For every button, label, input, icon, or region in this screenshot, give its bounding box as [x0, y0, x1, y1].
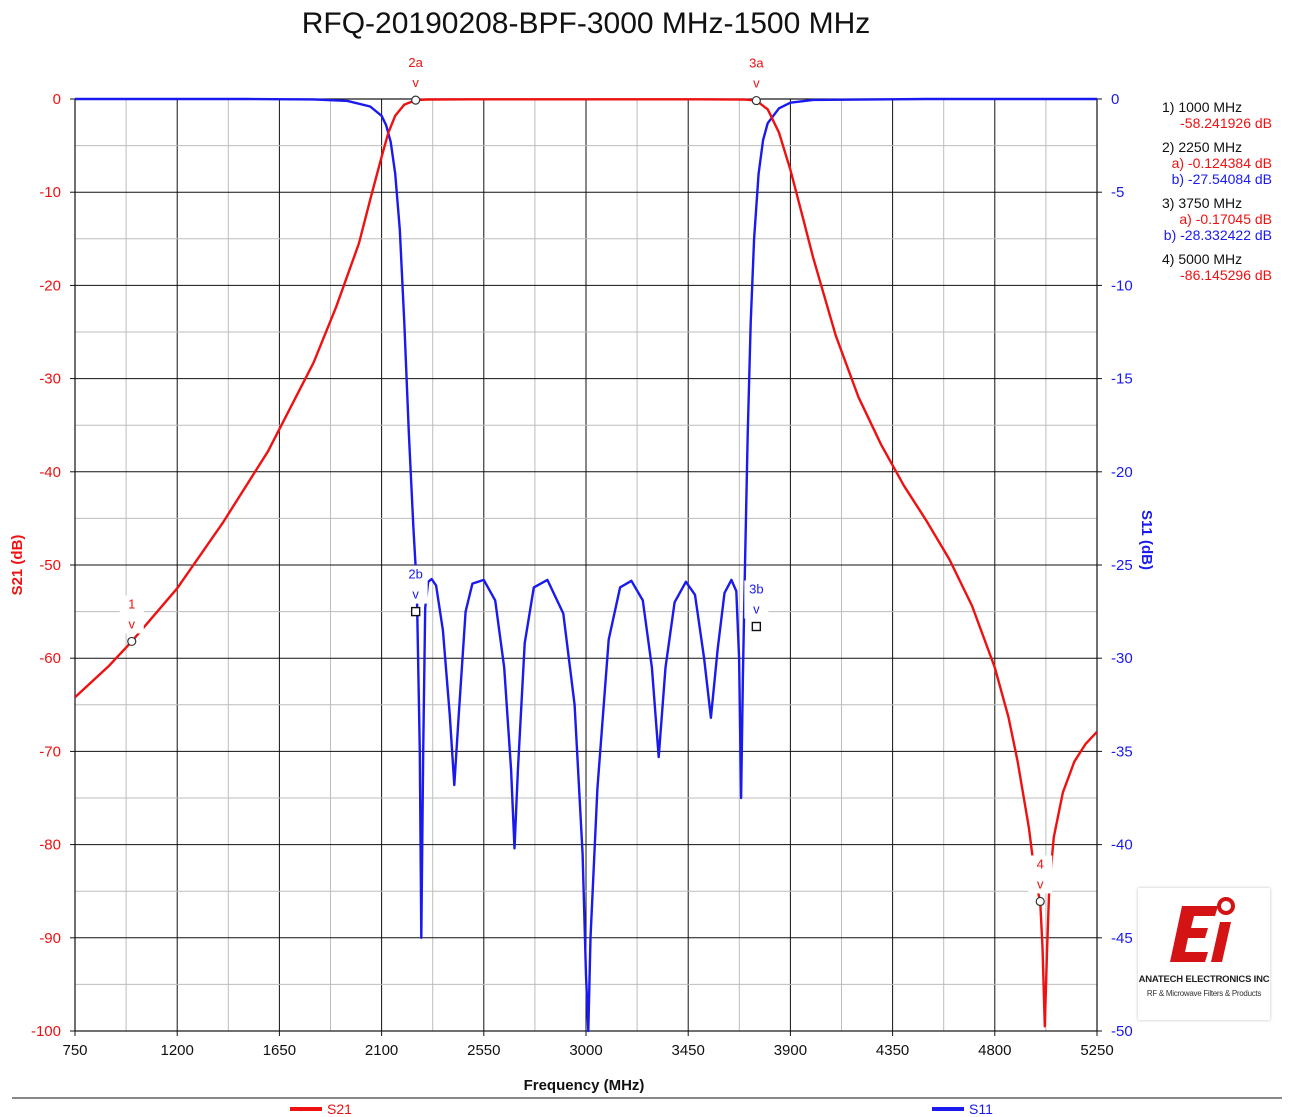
ei-logo-mark: [1170, 897, 1235, 962]
readout-heading: 3) 3750 MHz: [1162, 195, 1242, 211]
y-left-tick-label: -90: [39, 930, 61, 947]
y-right-tick-label: -20: [1111, 464, 1133, 481]
marker-arrow: v: [753, 76, 760, 91]
marker-label-bg: [744, 54, 769, 93]
marker-label-bg: [119, 595, 144, 634]
axes: 750 1200 1650 2100 2550 3000 3450 3900 4350 4800 5…: [31, 91, 1133, 1059]
marker-label: 3a: [749, 56, 764, 71]
series-line-s21: [75, 98, 1097, 1028]
series-line-s11: [75, 97, 1097, 1033]
readout-heading: 2) 2250 MHz: [1162, 139, 1242, 155]
y-left-tick-label: -40: [39, 464, 61, 481]
y-left-tick-label: -20: [39, 277, 61, 294]
y-right-tick-label: -45: [1111, 930, 1133, 947]
marker-label: 1: [128, 596, 135, 611]
marker-point: [751, 621, 762, 632]
y-right-tick-label: 0: [1111, 91, 1119, 108]
y-left-tick-label: -80: [39, 837, 61, 854]
legend-label-s11: S11: [969, 1101, 993, 1117]
logo-tagline: RF & Microwave Filters & Products: [1146, 989, 1262, 998]
marker-label: 4: [1037, 856, 1044, 871]
logo-company-name: ANATECH ELECTRONICS INC: [1138, 974, 1270, 985]
marker-point: [411, 95, 421, 105]
y-axis-right-title: S11 (dB): [1138, 510, 1155, 570]
marker-label-bg: [403, 54, 428, 93]
readout-heading: 4) 5000 MHz: [1162, 251, 1242, 267]
x-tick-label: 1650: [263, 1042, 296, 1059]
marker-label: 2b: [408, 567, 422, 582]
y-left-tick-label: -10: [39, 184, 61, 201]
readout-value: b) -27.54084 dB: [1172, 171, 1272, 187]
x-tick-label: 4350: [876, 1042, 909, 1059]
y-left-tick-label: 0: [53, 91, 61, 108]
readout-value: a) -0.17045 dB: [1179, 211, 1272, 227]
y-right-tick-label: -40: [1111, 837, 1133, 854]
marker-point: [410, 606, 421, 617]
marker-arrow: v: [1037, 876, 1044, 891]
chart-title: RFQ-20190208-BPF-3000 MHz-1500 MHz: [302, 7, 871, 40]
company-logo: ANATECH ELECTRONICS INC RF & Microwave F…: [1138, 888, 1270, 1020]
x-tick-label: 2550: [467, 1042, 500, 1059]
y-right-tick-label: -5: [1111, 184, 1124, 201]
marker-arrow: v: [129, 616, 136, 631]
legend-label-s21: S21: [327, 1101, 352, 1117]
x-tick-label: 4800: [978, 1042, 1011, 1059]
readout-value: -86.145296 dB: [1180, 267, 1272, 283]
x-axis-title: Frequency (MHz): [524, 1077, 645, 1094]
x-tick-label: 5250: [1080, 1042, 1113, 1059]
y-right-tick-label: -10: [1111, 277, 1133, 294]
marker-label: 2a: [408, 55, 423, 70]
legend: S21 S11: [12, 1097, 1282, 1117]
readout-value: a) -0.124384 dB: [1172, 155, 1272, 171]
y-left-tick-label: -50: [39, 557, 61, 574]
readout-heading: 1) 1000 MHz: [1162, 99, 1242, 115]
y-right-tick-label: -30: [1111, 650, 1133, 667]
y-left-tick-label: -30: [39, 371, 61, 388]
marker-label-bg: [1028, 855, 1053, 894]
marker-label-bg: [403, 565, 428, 604]
marker-arrow: v: [753, 602, 760, 617]
marker-point: [751, 95, 761, 106]
marker-arrow: v: [412, 587, 419, 602]
y-right-tick-label: -35: [1111, 743, 1133, 760]
readout-value: b) -28.332422 dB: [1164, 227, 1272, 243]
marker-point: [1035, 896, 1045, 907]
y-axis-left-title: S21 (dB): [9, 535, 26, 596]
marker-label-bg: [744, 580, 769, 619]
y-left-tick-label: -100: [31, 1023, 61, 1040]
y-right-tick-label: -15: [1111, 371, 1133, 388]
series-layer: [75, 97, 1097, 1033]
marker-label: 3b: [749, 582, 763, 597]
grid: [74, 98, 1098, 1032]
x-tick-label: 3450: [672, 1042, 705, 1059]
x-tick-label: 1200: [161, 1042, 194, 1059]
readout-value: -58.241926 dB: [1180, 115, 1272, 131]
y-right-tick-label: -25: [1111, 557, 1133, 574]
x-tick-label: 3900: [774, 1042, 807, 1059]
markers-layer: 1 v 2a v 3a v 4 v 2b v 3b v: [119, 54, 1053, 907]
y-left-tick-label: -60: [39, 650, 61, 667]
x-tick-label: 750: [62, 1042, 87, 1059]
x-tick-label: 2100: [365, 1042, 398, 1059]
y-right-tick-label: -50: [1111, 1023, 1133, 1040]
y-left-tick-label: -70: [39, 743, 61, 760]
marker-point: [127, 636, 137, 647]
marker-arrow: v: [412, 75, 419, 90]
x-tick-label: 3000: [569, 1042, 602, 1059]
